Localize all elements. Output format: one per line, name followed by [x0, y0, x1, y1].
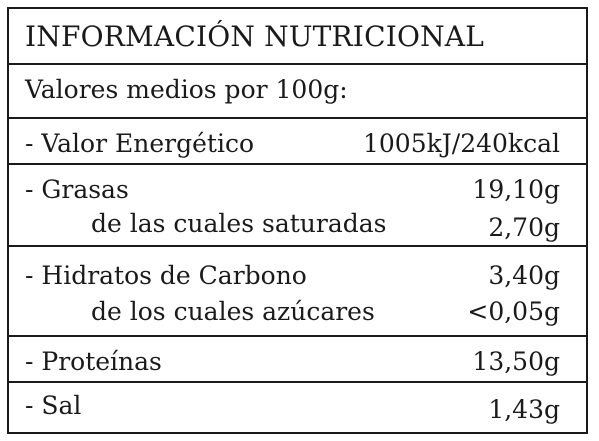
saturated-name: de las cuales saturadas — [91, 209, 387, 238]
fat-name: - Grasas — [25, 175, 129, 204]
protein-row: - Proteínas 13,50g — [9, 337, 586, 383]
saturated-value: 2,70g — [488, 213, 560, 242]
energy-value: 1005kJ/240kcal — [363, 129, 560, 158]
label-title: INFORMACIÓN NUTRICIONAL — [25, 20, 485, 53]
salt-row: - Sal 1,43g — [9, 383, 586, 432]
subtitle-row: Valores medios por 100g: — [9, 65, 586, 119]
protein-name: - Proteínas — [25, 347, 162, 376]
title-row: INFORMACIÓN NUTRICIONAL — [9, 9, 586, 65]
energy-row: - Valor Energético 1005kJ/240kcal — [9, 119, 586, 165]
protein-value: 13,50g — [472, 347, 560, 376]
energy-name: - Valor Energético — [25, 129, 254, 158]
label-subtitle: Valores medios por 100g: — [25, 75, 348, 104]
sugars-name: de los cuales azúcares — [91, 297, 375, 326]
salt-name: - Sal — [25, 391, 82, 420]
carbs-name: - Hidratos de Carbono — [25, 261, 307, 290]
carbs-row: - Hidratos de Carbono 3,40g de los cuale… — [9, 247, 586, 337]
fat-value: 19,10g — [472, 175, 560, 204]
salt-value: 1,43g — [488, 395, 560, 424]
carbs-value: 3,40g — [488, 261, 560, 290]
nutrition-label: INFORMACIÓN NUTRICIONAL Valores medios p… — [7, 7, 588, 434]
fat-row: - Grasas 19,10g de las cuales saturadas … — [9, 165, 586, 247]
sugars-value: <0,05g — [467, 297, 560, 326]
